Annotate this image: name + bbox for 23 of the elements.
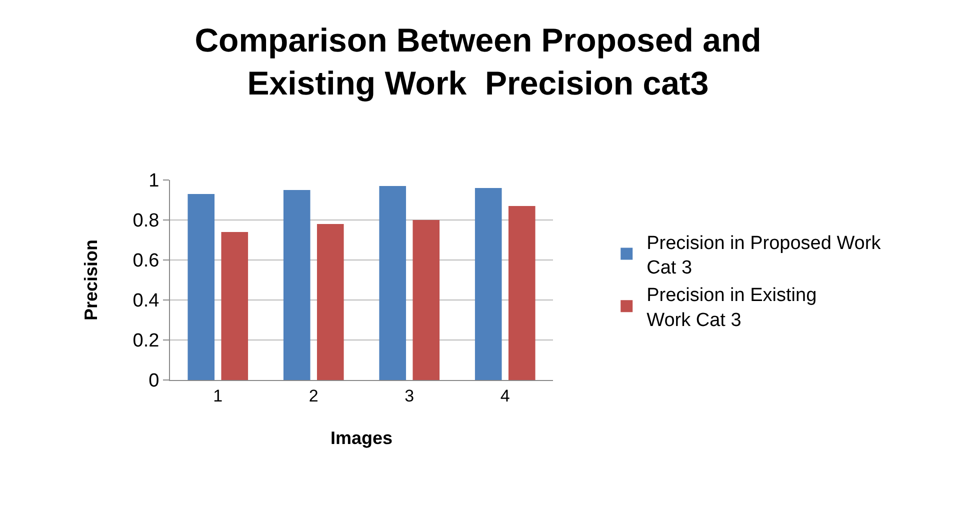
legend-label: Precision in Existing Work Cat 3	[646, 285, 822, 331]
bar	[316, 224, 344, 380]
bar	[379, 186, 406, 380]
x-tick-label: 2	[308, 386, 318, 406]
bar	[221, 232, 248, 380]
y-tick-label: 1	[148, 170, 160, 192]
y-axis-title: Precision	[80, 239, 101, 321]
bar	[508, 206, 536, 380]
x-tick-label: 1	[213, 386, 223, 406]
x-axis-title: Images	[330, 428, 393, 448]
bar	[283, 190, 310, 380]
y-tick-label: 0.4	[132, 290, 160, 312]
y-tick-label: 0.2	[132, 330, 160, 352]
bar	[188, 194, 215, 380]
y-tick-label: 0.6	[132, 250, 160, 272]
legend-label: Precision in Proposed Work Cat 3	[646, 232, 882, 278]
x-tick-label: 3	[404, 386, 414, 406]
bar	[474, 188, 502, 380]
bar	[412, 220, 440, 380]
y-tick-label: 0.8	[132, 210, 160, 232]
x-tick-label: 4	[500, 386, 510, 406]
y-tick-label: 0	[148, 370, 160, 392]
chart-title: Comparison Between Proposed and Existing Work Precision cat3	[194, 22, 762, 102]
